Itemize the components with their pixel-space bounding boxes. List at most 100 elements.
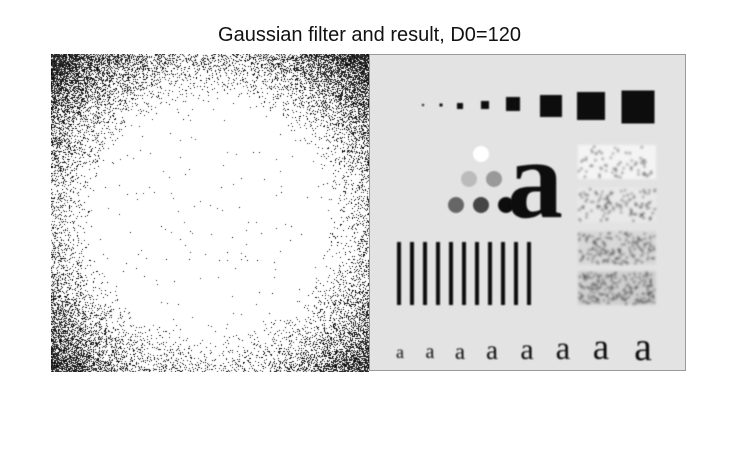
noise-speck [615, 202, 618, 205]
noise-speck [646, 252, 649, 255]
noise-speck [580, 251, 583, 253]
noise-speck [622, 274, 625, 277]
noise-speck [644, 279, 647, 281]
noise-speck [582, 300, 585, 303]
noise-speck [600, 168, 603, 170]
noise-speck [648, 292, 651, 295]
noise-speck [640, 297, 643, 300]
noise-speck [612, 295, 615, 298]
noise-rectangle [578, 188, 656, 222]
noise-speck [582, 191, 585, 194]
noise-speck [634, 241, 637, 244]
noise-speck [634, 275, 637, 278]
noise-speck [622, 167, 625, 170]
noise-speck [630, 211, 633, 214]
vertical-bar [397, 242, 401, 305]
vertical-bar [423, 242, 427, 305]
noise-speck [591, 288, 594, 291]
noise-speck [625, 302, 628, 305]
noise-speck [579, 259, 582, 262]
noise-speck [611, 297, 614, 300]
noise-speck [624, 299, 627, 302]
noise-speck [619, 208, 622, 210]
noise-speck [593, 296, 596, 299]
noise-speck [623, 232, 626, 235]
noise-speck [633, 248, 636, 251]
noise-speck [593, 292, 596, 294]
noise-speck [642, 173, 645, 176]
noise-speck [587, 275, 590, 278]
noise-speck [644, 161, 647, 164]
noise-speck [649, 218, 652, 221]
vertical-bar [462, 242, 466, 305]
noise-speck [595, 238, 598, 240]
noise-speck [650, 273, 653, 276]
noise-speck [591, 257, 594, 260]
noise-speck [641, 301, 644, 304]
noise-speck [635, 243, 638, 246]
noise-speck [611, 171, 614, 174]
square [506, 97, 520, 111]
noise-speck [632, 255, 634, 258]
noise-speck [606, 201, 609, 204]
noise-speck [632, 303, 635, 305]
noise-speck [610, 203, 612, 206]
noise-speck [625, 239, 628, 242]
small-letter-a: a [634, 324, 652, 369]
noise-speck [645, 204, 648, 207]
noise-speck [647, 247, 650, 250]
noise-speck [608, 254, 611, 257]
noise-speck [624, 233, 627, 236]
noise-speck [612, 208, 615, 211]
noise-speck [628, 285, 631, 288]
noise-speck [625, 151, 628, 154]
noise-speck [634, 202, 637, 204]
noise-speck [610, 279, 613, 282]
square-sizes-row [422, 90, 655, 124]
noise-speck [604, 204, 607, 206]
noise-speck [579, 298, 582, 301]
noise-speck [633, 272, 636, 275]
noise-speck [612, 252, 615, 255]
noise-speck [590, 271, 593, 274]
noise-speck [635, 298, 638, 301]
noise-speck [630, 293, 632, 296]
noise-speck [612, 206, 615, 209]
noise-speck [642, 217, 645, 220]
noise-speck [646, 242, 649, 245]
noise-speck [592, 287, 595, 290]
noise-speck [627, 296, 630, 299]
noise-speck [616, 285, 619, 288]
noise-speck [591, 164, 594, 167]
noise-speck [626, 163, 629, 166]
noise-speck [623, 293, 626, 296]
noise-speck [637, 239, 640, 241]
noise-speck [578, 239, 581, 242]
noise-speck [590, 283, 593, 286]
noise-speck [580, 285, 582, 288]
noise-speck [593, 254, 596, 257]
noise-speck [604, 282, 606, 285]
noise-speck [622, 253, 625, 255]
noise-speck [595, 297, 598, 300]
noise-speck [580, 167, 583, 170]
noise-speck [624, 276, 627, 279]
noise-speck [585, 301, 588, 304]
noise-speck [634, 204, 637, 207]
noise-speck [646, 273, 649, 276]
noise-speck [633, 256, 636, 259]
noise-speck [642, 196, 645, 198]
noise-speck [584, 159, 587, 161]
noise-speck [626, 282, 629, 285]
noise-speck [617, 148, 619, 151]
noise-speck [611, 260, 614, 263]
noise-speck [581, 196, 583, 199]
noise-speck [595, 260, 598, 263]
noise-speck [619, 249, 622, 252]
noise-speck [578, 249, 581, 252]
noise-speck [612, 286, 614, 289]
noise-rectangle [578, 145, 656, 179]
noise-speck [604, 283, 607, 286]
noise-speck [621, 260, 624, 263]
noise-speck [622, 195, 625, 198]
